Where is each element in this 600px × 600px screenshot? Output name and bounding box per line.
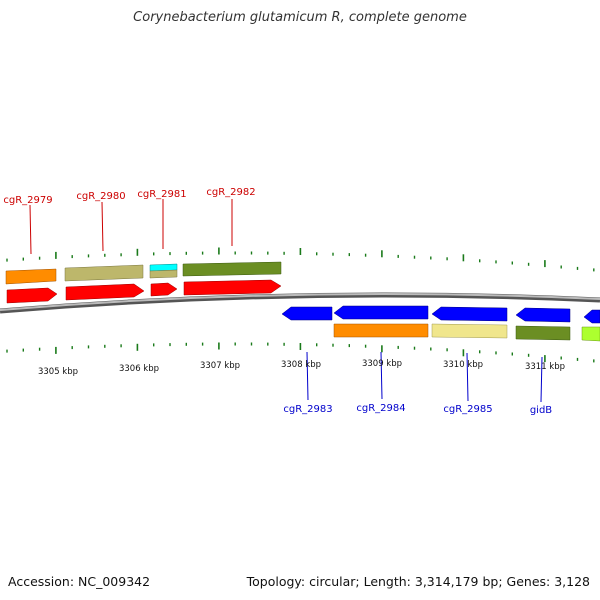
map-title: Corynebacterium glutamicum R, complete g… xyxy=(133,10,467,25)
cog-box-cgR_2980 xyxy=(64,264,144,282)
gene-label-reverse: cgR_2985 xyxy=(443,404,492,415)
gene-label-forward: cgR_2979 xyxy=(3,195,52,206)
forward-arrows xyxy=(6,279,282,304)
kbp-label: 3307 kbp xyxy=(200,361,240,371)
gene-label-reverse: cgR_2984 xyxy=(356,403,405,414)
arrow-cgR_2982 xyxy=(183,279,282,296)
gene-label-forward: cgR_2982 xyxy=(206,187,255,198)
kbp-label: 3306 kbp xyxy=(119,364,159,374)
arrow-cgR_2983 xyxy=(281,306,333,321)
outer-ticks xyxy=(6,247,595,272)
reverse-labels: cgR_2983 cgR_2984 cgR_2985 gidB xyxy=(283,351,552,416)
backbone xyxy=(0,292,600,314)
reverse-cog-boxes xyxy=(333,323,600,342)
arrow-cgR_2984 xyxy=(333,305,429,320)
cog-box-cgR_2982 xyxy=(182,261,282,277)
cog-box-cgR_2979 xyxy=(5,268,57,285)
kbp-labels: 3305 kbp 3306 kbp 3307 kbp 3308 kbp 3309… xyxy=(38,359,565,377)
cog-box-gidB xyxy=(515,325,571,341)
kbp-label: 3310 kbp xyxy=(443,360,483,370)
cog-box-next xyxy=(581,326,600,342)
inner-ticks xyxy=(6,342,595,363)
arrow-gidB xyxy=(515,307,571,323)
arrow-cgR_2979 xyxy=(6,287,58,304)
kbp-label: 3305 kbp xyxy=(38,367,78,377)
cog-box-cgR_2985 xyxy=(431,323,508,339)
kbp-label: 3309 kbp xyxy=(362,359,402,369)
arrow-cgR_2985 xyxy=(431,306,508,322)
forward-cog-boxes xyxy=(5,261,282,285)
gene-label-reverse: cgR_2983 xyxy=(283,404,332,415)
kbp-label: 3311 kbp xyxy=(525,362,565,372)
reverse-arrows xyxy=(281,305,600,324)
cog-box-cgR_2984 xyxy=(333,323,429,338)
arrow-cgR_2980 xyxy=(65,283,145,301)
accession-text: Accession: NC_009342 xyxy=(8,574,151,589)
gene-label-forward: cgR_2981 xyxy=(137,189,186,200)
forward-labels: cgR_2979 cgR_2980 cgR_2981 cgR_2982 xyxy=(3,187,256,255)
arrow-cgR_2981 xyxy=(150,282,178,297)
topology-text: Topology: circular; Length: 3,314,179 bp… xyxy=(246,574,590,589)
cog-box-cgR_2981b xyxy=(149,269,178,279)
gene-label-reverse: gidB xyxy=(530,405,552,416)
arrow-next xyxy=(583,309,600,324)
gene-label-forward: cgR_2980 xyxy=(76,191,125,202)
kbp-label: 3308 kbp xyxy=(281,360,321,370)
